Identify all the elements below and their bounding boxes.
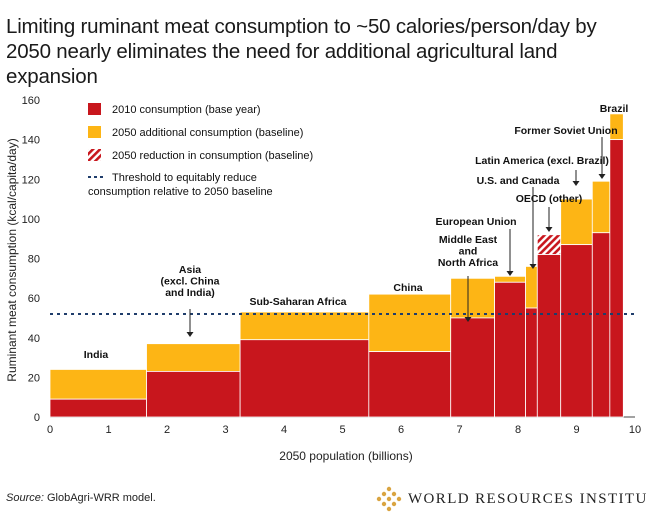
x-tick-label: 5	[339, 424, 345, 436]
bar-base-segment	[239, 339, 370, 418]
region-label-line: OECD (other)	[516, 193, 583, 205]
bar-additional-segment	[494, 275, 527, 283]
logo-text: WORLD RESOURCES INSTITUTE	[408, 490, 648, 507]
bar-additional-segment	[560, 198, 593, 246]
region-label-line: Asia	[179, 264, 201, 276]
legend-label-line: Threshold to equitably reduce	[112, 172, 257, 184]
bar-additional-segment	[591, 180, 611, 234]
source-text: GlobAgri-WRR model.	[43, 492, 156, 504]
region-label: Former Soviet Union	[514, 125, 617, 137]
legend-label: 2010 consumption (base year)	[112, 104, 261, 116]
region-label: OECD (other)	[516, 193, 583, 205]
x-tick-label: 8	[515, 424, 521, 436]
y-tick-label: 120	[22, 174, 40, 186]
legend-label: 2050 additional consumption (baseline)	[112, 127, 303, 139]
region-label-line: Middle East	[439, 234, 498, 246]
bar-additional-segment	[239, 311, 370, 341]
bar-base-segment	[609, 139, 624, 418]
x-tick-label: 10	[629, 424, 641, 436]
bar-base-segment	[536, 254, 562, 418]
region-label: U.S. and Canada	[477, 175, 560, 187]
x-tick-label: 7	[456, 424, 462, 436]
region-label: Brazil	[600, 103, 629, 115]
region-label-line: Latin America (excl. Brazil)	[475, 155, 609, 167]
source-label: Source:	[6, 492, 44, 504]
region-label: India	[84, 349, 109, 361]
bar-base-segment	[146, 371, 241, 418]
chart-title: Limiting ruminant meat consumption to ~5…	[6, 15, 597, 88]
x-tick-label: 0	[47, 424, 53, 436]
bar-base-segment	[494, 281, 527, 418]
legend-label-line: consumption relative to 2050 baseline	[88, 186, 273, 198]
bar-reduction-segment	[536, 234, 562, 255]
leader-arrowhead	[464, 317, 472, 322]
source-note: Source: GlobAgri-WRR model.	[6, 492, 156, 504]
region-label: European Union	[435, 216, 516, 228]
bars	[49, 113, 624, 418]
annotations: India Asia (excl. China and India) Sub-Sahar…	[84, 103, 629, 361]
y-tick-label: 20	[28, 372, 40, 384]
legend-swatch-additional	[88, 126, 101, 138]
bar-additional-segment	[450, 277, 496, 319]
region-label-line: and	[459, 246, 478, 258]
y-tick-label: 160	[22, 95, 40, 107]
bar-additional-segment	[49, 369, 147, 400]
wri-logo-icon	[376, 486, 402, 512]
region-label-line: China	[393, 282, 422, 294]
bar-additional-segment	[368, 293, 452, 353]
bar-base-segment	[49, 398, 147, 418]
x-tick-label: 3	[222, 424, 228, 436]
ruminant-meat-chart: 0 20 40 60 80 100 120 140 160 0 1 2 3 4 5 6 7 8 9 10 India…	[5, 95, 641, 463]
leader-arrowhead	[506, 271, 514, 276]
y-tick-label: 60	[28, 293, 40, 305]
region-label-line: U.S. and Canada	[477, 175, 560, 187]
bar-base-segment	[560, 244, 593, 418]
legend-swatch-reduction	[88, 149, 101, 161]
legend-swatch-base	[88, 103, 101, 115]
x-tick-label: 4	[281, 424, 287, 436]
region-label-line: Sub-Saharan Africa	[249, 296, 346, 308]
y-tick-label: 100	[22, 214, 40, 226]
region-label: China	[393, 282, 422, 294]
region-label: Sub-Saharan Africa	[249, 296, 346, 308]
x-axis: 0 1 2 3 4 5 6 7 8 9 10	[47, 416, 641, 436]
region-label: Asia (excl. China and India)	[161, 264, 220, 299]
region-label-line: and India)	[165, 287, 215, 299]
bar-base-segment	[525, 307, 538, 418]
leader-arrowhead	[186, 332, 194, 337]
legend-label: 2050 reduction in consumption (baseline)	[112, 150, 313, 162]
y-tick-label: 40	[28, 333, 40, 345]
leader-arrowhead	[529, 264, 537, 269]
x-tick-label: 9	[573, 424, 579, 436]
wri-logo: WORLD RESOURCES INSTITUTE	[376, 486, 648, 512]
y-tick-label: 0	[34, 412, 40, 424]
bar-additional-segment	[146, 343, 241, 372]
region-label-line: Brazil	[600, 103, 629, 115]
y-tick-label: 140	[22, 135, 40, 147]
leader-arrowhead	[598, 174, 606, 179]
y-tick-label: 80	[28, 254, 40, 266]
legend: 2010 consumption (base year) 2050 additio…	[88, 103, 313, 198]
bar-base-segment	[591, 232, 611, 418]
x-tick-label: 1	[105, 424, 111, 436]
bar-additional-segment	[525, 266, 538, 309]
x-axis-title: 2050 population (billions)	[279, 449, 412, 463]
leader-arrowhead	[545, 227, 553, 232]
x-tick-label: 2	[164, 424, 170, 436]
region-label-line: India	[84, 349, 109, 361]
region-label: Latin America (excl. Brazil)	[475, 155, 609, 167]
y-axis: 0 20 40 60 80 100 120 140 160	[22, 95, 40, 424]
region-label: Middle East and North Africa	[438, 234, 498, 269]
region-label-line: European Union	[435, 216, 516, 228]
region-label-line: North Africa	[438, 257, 498, 269]
y-axis-title: Ruminant meat consumption (kcal/capita/d…	[5, 138, 19, 381]
region-label-line: (excl. China	[161, 276, 220, 288]
bar-base-segment	[450, 317, 496, 418]
region-label-line: Former Soviet Union	[514, 125, 617, 137]
bar-base-segment	[368, 351, 452, 418]
legend-label: Threshold to equitably reduce consumption…	[88, 172, 273, 198]
leader-arrowhead	[572, 181, 580, 186]
x-tick-label: 6	[398, 424, 404, 436]
